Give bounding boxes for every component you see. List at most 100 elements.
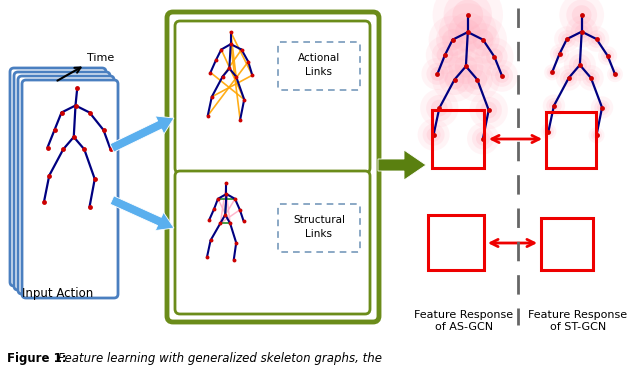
- Ellipse shape: [486, 48, 503, 65]
- Ellipse shape: [556, 65, 582, 91]
- Text: Input Action: Input Action: [22, 287, 93, 300]
- Ellipse shape: [563, 72, 574, 83]
- Ellipse shape: [553, 47, 566, 60]
- Ellipse shape: [561, 33, 573, 45]
- Ellipse shape: [582, 69, 600, 87]
- Ellipse shape: [589, 127, 605, 143]
- Ellipse shape: [569, 54, 591, 76]
- Ellipse shape: [467, 23, 499, 56]
- Bar: [546, 112, 596, 168]
- Ellipse shape: [560, 69, 577, 87]
- FancyBboxPatch shape: [278, 204, 360, 252]
- Ellipse shape: [476, 97, 502, 123]
- Ellipse shape: [426, 63, 449, 85]
- Ellipse shape: [427, 128, 440, 142]
- Ellipse shape: [543, 95, 565, 117]
- Bar: [428, 215, 484, 270]
- FancyBboxPatch shape: [175, 21, 370, 173]
- Text: Actional
Links: Actional Links: [298, 53, 340, 76]
- Ellipse shape: [578, 65, 604, 91]
- Ellipse shape: [543, 126, 554, 137]
- Text: Feature learning with generalized skeleton graphs, the: Feature learning with generalized skelet…: [54, 352, 382, 365]
- Ellipse shape: [439, 3, 497, 61]
- Ellipse shape: [481, 44, 508, 70]
- Ellipse shape: [431, 100, 448, 116]
- Ellipse shape: [597, 103, 607, 112]
- Ellipse shape: [433, 0, 503, 50]
- Ellipse shape: [609, 69, 621, 80]
- Ellipse shape: [584, 26, 609, 52]
- FancyBboxPatch shape: [175, 171, 370, 314]
- Ellipse shape: [436, 23, 469, 56]
- Polygon shape: [110, 196, 174, 230]
- FancyBboxPatch shape: [278, 42, 360, 90]
- Ellipse shape: [566, 16, 598, 47]
- Text: Time: Time: [87, 53, 115, 63]
- Ellipse shape: [564, 49, 596, 81]
- Ellipse shape: [595, 100, 610, 115]
- Ellipse shape: [601, 49, 614, 62]
- Ellipse shape: [544, 64, 560, 81]
- Ellipse shape: [549, 101, 559, 111]
- Ellipse shape: [545, 128, 552, 135]
- Ellipse shape: [462, 64, 493, 95]
- Ellipse shape: [573, 58, 587, 72]
- Ellipse shape: [467, 70, 487, 89]
- Polygon shape: [378, 150, 426, 180]
- Ellipse shape: [556, 50, 564, 58]
- Ellipse shape: [432, 57, 477, 102]
- Ellipse shape: [448, 49, 483, 84]
- Ellipse shape: [418, 119, 450, 151]
- Ellipse shape: [472, 29, 493, 50]
- Ellipse shape: [586, 72, 596, 83]
- Ellipse shape: [575, 24, 589, 39]
- Ellipse shape: [439, 64, 470, 95]
- Bar: [541, 218, 593, 270]
- Ellipse shape: [454, 55, 477, 78]
- Ellipse shape: [444, 0, 492, 39]
- Ellipse shape: [593, 132, 600, 139]
- Text: Feature Response
of ST-GCN: Feature Response of ST-GCN: [529, 310, 628, 332]
- Ellipse shape: [442, 29, 463, 50]
- Ellipse shape: [604, 52, 612, 60]
- FancyBboxPatch shape: [10, 68, 106, 286]
- Ellipse shape: [547, 98, 562, 114]
- Ellipse shape: [588, 30, 605, 48]
- Ellipse shape: [598, 46, 617, 65]
- Ellipse shape: [486, 60, 518, 92]
- Ellipse shape: [554, 26, 580, 52]
- Ellipse shape: [429, 16, 477, 64]
- FancyBboxPatch shape: [22, 80, 118, 298]
- Ellipse shape: [547, 67, 557, 78]
- Ellipse shape: [421, 58, 453, 90]
- Ellipse shape: [472, 128, 494, 150]
- Ellipse shape: [455, 57, 500, 102]
- FancyBboxPatch shape: [14, 72, 110, 290]
- Ellipse shape: [550, 44, 569, 63]
- Text: Figure 1:: Figure 1:: [7, 352, 67, 365]
- Ellipse shape: [426, 36, 464, 74]
- Ellipse shape: [436, 46, 453, 63]
- Ellipse shape: [591, 33, 602, 45]
- Bar: [432, 110, 484, 168]
- Ellipse shape: [491, 65, 513, 87]
- Ellipse shape: [452, 0, 483, 30]
- Text: Structural
Links: Structural Links: [293, 216, 345, 239]
- Ellipse shape: [420, 89, 458, 127]
- Ellipse shape: [426, 95, 452, 121]
- Ellipse shape: [548, 69, 556, 76]
- Ellipse shape: [559, 0, 604, 37]
- Ellipse shape: [422, 124, 445, 146]
- Ellipse shape: [566, 0, 597, 30]
- Ellipse shape: [558, 30, 576, 48]
- Ellipse shape: [540, 124, 556, 139]
- Polygon shape: [110, 116, 174, 152]
- Text: Feature Response
of AS-GCN: Feature Response of AS-GCN: [415, 310, 513, 332]
- Ellipse shape: [607, 66, 623, 82]
- FancyBboxPatch shape: [167, 12, 379, 322]
- Ellipse shape: [445, 70, 464, 89]
- Ellipse shape: [476, 131, 490, 145]
- Ellipse shape: [475, 37, 514, 76]
- Ellipse shape: [572, 5, 591, 25]
- Ellipse shape: [459, 16, 507, 64]
